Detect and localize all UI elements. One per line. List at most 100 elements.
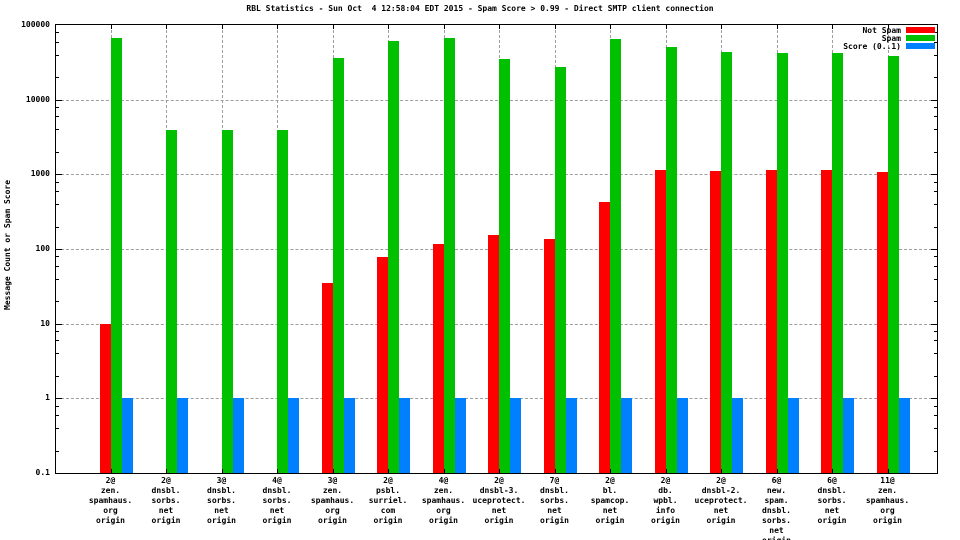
plot-area: Not Spam Spam Score (0..1) xyxy=(55,24,938,474)
x-tick-label: 2@ bl. spamcop. net origin xyxy=(573,476,647,526)
x-tick-label-line: net xyxy=(547,506,562,515)
x-tick-label-line: origin xyxy=(429,516,458,525)
bar-spam xyxy=(110,38,122,473)
bar-not-spam xyxy=(599,201,610,473)
bar-spam xyxy=(443,38,455,473)
x-tick-bottom xyxy=(887,469,889,473)
bar-score-0-1 xyxy=(177,398,188,473)
bar-score-0-1 xyxy=(787,398,799,473)
x-tick-label-line: 11@ xyxy=(880,476,895,485)
legend-swatch xyxy=(906,43,935,49)
bar-spam xyxy=(499,59,510,473)
x-tick-label-line: psbl. xyxy=(375,486,401,495)
bar-not-spam xyxy=(876,172,888,473)
x-tick-label-line: zen. xyxy=(322,486,343,495)
x-tick-top xyxy=(887,25,889,29)
bar-score-0-1 xyxy=(121,398,133,473)
x-tick-top xyxy=(665,25,667,29)
x-tick-bottom xyxy=(665,469,667,473)
x-tick-label: 4@ dnsbl. sorbs. net origin xyxy=(240,476,314,526)
y-minor-tick xyxy=(934,181,937,183)
bar-not-spam xyxy=(543,239,555,473)
legend-label: Score (0..1) xyxy=(843,41,901,51)
bar-score-0-1 xyxy=(843,398,854,473)
x-tick-label-line: dnsbl. xyxy=(762,506,791,515)
y-minor-tick xyxy=(56,226,59,228)
bar-spam xyxy=(277,130,288,473)
y-minor-tick xyxy=(934,32,937,34)
x-tick-bottom xyxy=(277,469,278,473)
x-tick-label: 2@ dnsbl-2. uceprotect. net origin xyxy=(684,476,758,526)
x-tick-bottom xyxy=(776,469,778,473)
bar-not-spam xyxy=(765,169,777,473)
y-minor-tick xyxy=(56,450,59,452)
y-minor-tick xyxy=(56,340,59,342)
bar-score-0-1 xyxy=(898,398,910,473)
bar-not-spam xyxy=(99,323,111,473)
x-tick-label-line: zen. xyxy=(877,486,898,495)
x-tick-label-line: spamhaus. xyxy=(310,496,355,505)
bar-spam xyxy=(832,53,843,473)
bar-spam xyxy=(166,130,177,473)
x-tick-label: 3@ dnsbl. sorbs. net origin xyxy=(185,476,259,526)
x-tick-label-line: net xyxy=(713,506,729,515)
x-tick-bottom xyxy=(554,469,556,473)
x-tick-label-line: org xyxy=(103,506,118,515)
bar-score-0-1 xyxy=(288,398,299,473)
y-gridline xyxy=(56,99,937,101)
bar-spam xyxy=(665,47,677,473)
y-minor-tick xyxy=(56,77,59,79)
y-minor-tick xyxy=(56,414,59,416)
x-tick-bottom xyxy=(332,469,334,473)
x-tick-label-line: spamhaus. xyxy=(865,496,910,505)
bar-spam xyxy=(221,130,233,473)
x-tick-label-line: 2@ xyxy=(383,476,393,485)
y-tick-label: 100 xyxy=(35,244,50,253)
x-tick-label-line: spamhaus. xyxy=(88,496,133,505)
x-tick-label-line: com xyxy=(380,506,396,515)
y-minor-tick xyxy=(934,256,937,258)
legend-label: Not Spam xyxy=(862,25,901,35)
x-tick-label-line: net xyxy=(214,506,229,515)
bar-score-0-1 xyxy=(676,398,688,473)
bar-score-0-1 xyxy=(732,398,743,473)
x-tick-label-line: origin xyxy=(151,516,181,525)
y-minor-tick xyxy=(934,450,937,452)
bar-spam xyxy=(388,40,399,473)
x-tick-label-line: zen. xyxy=(100,486,121,495)
x-tick-label-line: net xyxy=(769,526,784,535)
bar-score-0-1 xyxy=(232,398,244,473)
y-minor-tick xyxy=(934,353,937,355)
y-minor-tick xyxy=(934,204,937,206)
y-minor-tick xyxy=(934,330,937,332)
x-tick-bottom xyxy=(499,469,500,473)
x-tick-bottom xyxy=(832,469,833,473)
bar-score-0-1 xyxy=(343,398,355,473)
y-minor-tick xyxy=(56,129,59,131)
x-tick-label-line: origin xyxy=(706,516,736,525)
bar-not-spam xyxy=(377,257,388,473)
x-tick-label-line: 4@ xyxy=(272,476,282,485)
y-minor-tick xyxy=(56,106,59,108)
y-minor-tick xyxy=(934,414,937,416)
y-minor-tick xyxy=(934,340,937,342)
x-tick-label-line: sorbs. xyxy=(151,496,181,505)
x-tick-label: 6@ dnsbl. sorbs. net origin xyxy=(795,476,869,526)
y-minor-tick xyxy=(56,116,59,118)
y-tick-label: 100000 xyxy=(21,20,50,29)
legend-item: Spam xyxy=(882,34,935,43)
x-tick-label-line: 7@ xyxy=(549,476,560,485)
legend-swatch xyxy=(906,27,935,33)
x-tick-label: 2@ psbl. surriel. com origin xyxy=(351,476,425,526)
x-tick-bottom xyxy=(443,469,445,473)
y-minor-tick xyxy=(934,190,937,192)
x-tick-label-line: origin xyxy=(873,516,902,525)
bar-score-0-1 xyxy=(399,398,410,473)
y-minor-tick xyxy=(56,278,59,280)
x-tick-label: 11@ zen. spamhaus. org origin xyxy=(851,476,925,526)
bar-score-0-1 xyxy=(454,398,466,473)
y-tick-label: 10000 xyxy=(25,94,50,104)
y-tick-label: 1 xyxy=(45,393,50,403)
x-tick-label-line: sorbs. xyxy=(540,496,569,505)
y-minor-tick xyxy=(934,375,937,377)
